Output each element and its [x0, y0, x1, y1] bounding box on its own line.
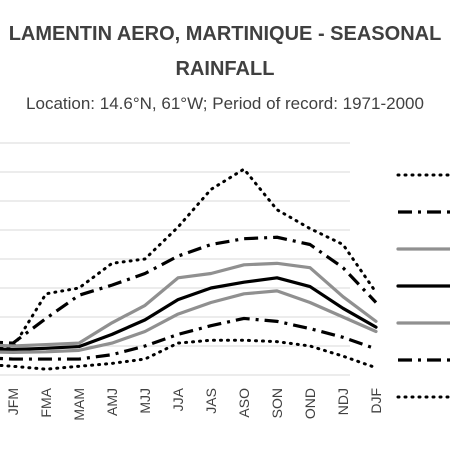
- series-line-2: [0, 235, 378, 345]
- x-tick-label: SON: [269, 388, 285, 418]
- x-tick-label: JAS: [203, 388, 219, 414]
- x-tick-label: JFM: [5, 388, 21, 415]
- series-line-5: [0, 289, 378, 354]
- x-tick-label: MAM: [71, 388, 87, 421]
- chart-subtitle: Location: 14.6°N, 61°W; Period of record…: [26, 94, 424, 113]
- chart-title-line-1: LAMENTIN AERO, MARTINIQUE - SEASONAL: [9, 23, 442, 45]
- x-tick-label: FMA: [38, 387, 54, 417]
- chart-title-line-2: RAINFALL: [176, 58, 275, 80]
- series-line-4: [0, 276, 378, 352]
- x-tick-label: DJF: [368, 388, 384, 414]
- x-tick-label: ASO: [236, 388, 252, 418]
- x-tick-label: NDJ: [335, 388, 351, 415]
- series-line-3: [0, 261, 378, 348]
- x-axis-tick-labels: DJFJFMFMAMAMAMJMJJJJAJASASOSONONDNDJDJF: [5, 387, 384, 421]
- x-tick-label: OND: [302, 388, 318, 419]
- x-tick-label: JJA: [170, 387, 186, 411]
- series-lines: [0, 167, 378, 371]
- gridlines: [0, 142, 350, 376]
- series-line-7: [0, 338, 378, 371]
- x-tick-label: MJJ: [137, 388, 153, 414]
- series-line-6: [0, 316, 377, 361]
- x-tick-label: AMJ: [104, 388, 120, 416]
- series-line-1: [0, 167, 378, 349]
- legend: [396, 173, 450, 399]
